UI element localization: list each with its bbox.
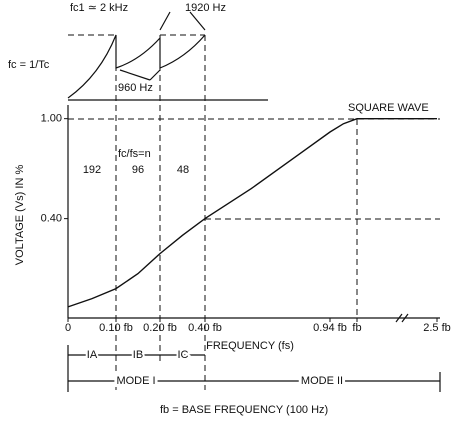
x-tick-label: 2.5 fb [423,322,451,334]
annotation: fc = 1/Tc [8,59,50,71]
mode-brackets [67,345,441,392]
y-axis-label: VOLTAGE (Vs) IN % [14,165,26,266]
x-tick-label: 0.40 fb [188,322,222,334]
y-tick-label: 1.00 [41,113,62,125]
annotation: IB [133,349,143,361]
annotation: 192 [83,164,101,176]
x-tick-label: 0.94 fb [313,322,347,334]
annotation: IA [87,349,98,361]
annotation: fb = BASE FREQUENCY (100 Hz) [160,404,328,416]
annotation: SQUARE WAVE [348,102,429,114]
annotation: fc1 ≃ 2 kHz [70,2,128,14]
x-tick-label: fb [352,322,361,334]
x-tick-label: 0.10 fb [99,322,133,334]
annotation: 1920 Hz [185,2,226,14]
x-tick-label: 0 [65,322,71,334]
annotation: MODE II [301,375,343,387]
annotation: fc/fs=n [118,148,151,160]
annotation: 48 [177,164,189,176]
annotation: 96 [132,164,144,176]
annotation: MODE I [116,375,155,387]
annotation: 960 Hz [118,82,153,94]
waveform-inset [67,11,268,101]
data-line [67,118,437,308]
y-tick-label: 0.40 [41,213,62,225]
annotation: IC [178,349,189,361]
axis-break [395,313,409,323]
x-axis-label: FREQUENCY (fs) [206,340,294,352]
x-tick-label: 0.20 fb [143,322,177,334]
